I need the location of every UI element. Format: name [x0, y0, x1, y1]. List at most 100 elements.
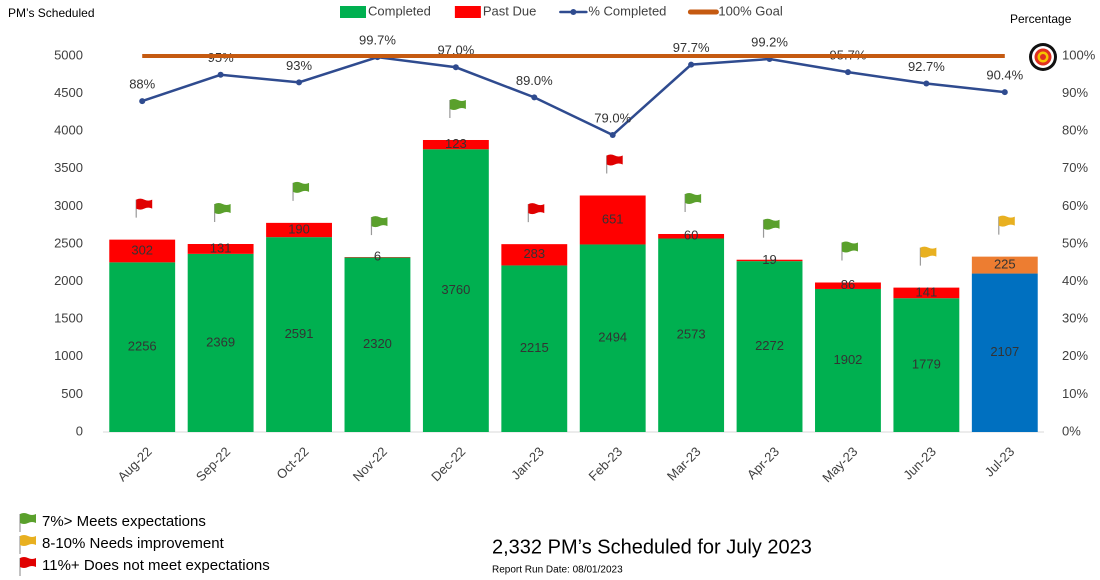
- y-tick-label: 1000: [54, 348, 83, 363]
- bar-segment: [893, 287, 960, 299]
- x-tick-label: Nov-22: [350, 444, 390, 484]
- flag: [214, 203, 231, 222]
- bar-segment: [109, 262, 176, 432]
- data-label: 89.0%: [516, 73, 553, 88]
- y2-tick-label: 10%: [1062, 386, 1088, 401]
- point: [923, 80, 930, 87]
- data-label: 6: [374, 249, 381, 264]
- data-label: 97.7%: [673, 40, 710, 55]
- flag: [135, 198, 153, 218]
- y-tick-label: 3000: [54, 198, 83, 213]
- data-label: 99.2%: [751, 34, 788, 49]
- y2-tick-label: 20%: [1062, 348, 1088, 363]
- bar-segment: [736, 261, 803, 432]
- point: [217, 71, 224, 78]
- bar-segment: [187, 244, 254, 254]
- run-date: Report Run Date: 08/01/2023: [492, 565, 623, 576]
- point: [1001, 89, 1008, 96]
- x-tick-label: May-23: [819, 444, 860, 485]
- y2-tick-label: 100%: [1062, 47, 1096, 62]
- legend-marker: [570, 9, 577, 15]
- bar-segment: [579, 244, 646, 432]
- flag: [527, 203, 545, 223]
- data-label: 1902: [833, 352, 862, 367]
- y-tick-label: 2500: [54, 235, 83, 250]
- data-label: 2107: [990, 344, 1019, 359]
- flag-cloth: [606, 154, 623, 166]
- flag: [292, 181, 310, 201]
- bar-segment: [658, 233, 725, 239]
- data-label: 92.7%: [908, 59, 945, 74]
- data-label: 2320: [363, 336, 392, 351]
- legend-label: Completed: [368, 3, 431, 18]
- flag: [998, 215, 1015, 235]
- data-label: 302: [131, 242, 153, 257]
- flag: [919, 246, 937, 266]
- bar-segment: [658, 238, 725, 432]
- flag-legend-label: 7%> Meets expectations: [42, 513, 206, 530]
- flag: [606, 154, 623, 174]
- data-label: 1779: [912, 357, 941, 372]
- flag-cloth: [293, 181, 310, 193]
- y-tick-label: 2000: [54, 273, 83, 288]
- bar-segment: [266, 222, 332, 238]
- y-tick-label: 3500: [54, 160, 83, 175]
- x-tick-label: Dec-22: [428, 444, 468, 484]
- flag-cloth: [763, 218, 780, 230]
- x-tick-label: Jan-23: [508, 444, 547, 483]
- data-label: 93%: [286, 58, 312, 73]
- flag-legend-label: 11%+ Does not meet expectations: [42, 557, 270, 574]
- data-label: 2256: [128, 339, 157, 354]
- data-label: 2494: [598, 330, 627, 345]
- y-tick-label: 1500: [54, 311, 83, 326]
- x-tick-label: Apr-23: [744, 444, 782, 482]
- data-label: 97.0%: [437, 43, 474, 58]
- data-label: 99.7%: [359, 33, 396, 48]
- data-label: 2215: [520, 340, 549, 355]
- data-label: 131: [210, 240, 232, 255]
- y2-axis-title: Percentage: [1010, 12, 1072, 26]
- data-label: 3760: [441, 282, 470, 297]
- flag-cloth: [214, 203, 231, 214]
- bar-segment: [501, 244, 568, 266]
- flag: [370, 216, 388, 236]
- bar-segment: [266, 237, 332, 432]
- x-tick-label: Mar-23: [664, 444, 704, 484]
- flag: [19, 535, 36, 554]
- flag-cloth: [528, 203, 545, 215]
- flag: [19, 513, 36, 532]
- data-label: 225: [994, 257, 1016, 272]
- data-label: 60: [684, 228, 698, 243]
- bar-segment: [971, 256, 1038, 274]
- data-label: 19: [762, 252, 776, 267]
- data-label: 2369: [206, 334, 235, 349]
- y2-tick-label: 60%: [1062, 198, 1088, 213]
- point: [609, 131, 616, 138]
- x-tick-label: Sep-22: [193, 444, 233, 484]
- point: [296, 79, 303, 86]
- data-label: 79.0%: [594, 110, 631, 125]
- x-tick-label: Jun-23: [900, 444, 939, 483]
- y2-tick-label: 90%: [1062, 85, 1088, 100]
- x-tick-label: Feb-23: [586, 444, 626, 484]
- legend-swatch: [340, 6, 366, 18]
- data-label: 283: [523, 246, 545, 261]
- data-label: 190: [288, 221, 310, 236]
- y2-tick-label: 30%: [1062, 311, 1088, 326]
- data-label: 88%: [129, 77, 155, 92]
- data-label: 141: [916, 284, 938, 299]
- legend-swatch: [454, 6, 481, 18]
- y2-tick-label: 70%: [1062, 160, 1088, 175]
- bar-segment: [422, 149, 489, 433]
- y2-tick-label: 0%: [1062, 423, 1081, 438]
- y-axis-title: PM’s Scheduled: [8, 6, 95, 20]
- y-tick-label: 500: [61, 386, 83, 401]
- bar-segment: [815, 282, 881, 289]
- point: [688, 61, 695, 68]
- flag-cloth: [998, 215, 1015, 227]
- point: [531, 94, 538, 101]
- x-tick-label: Aug-22: [115, 444, 155, 484]
- y2-tick-label: 40%: [1062, 273, 1088, 288]
- x-tick-label: Jul-23: [982, 444, 1018, 480]
- y2-tick-label: 50%: [1062, 235, 1088, 250]
